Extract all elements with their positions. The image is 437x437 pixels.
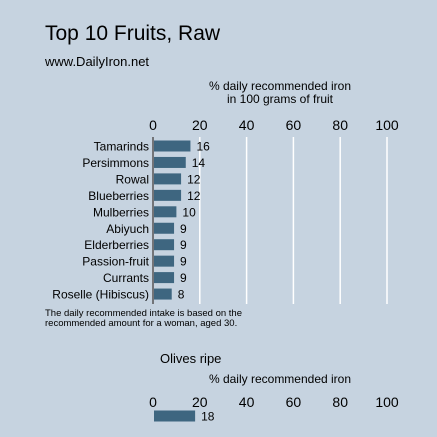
footnote-line-2: recommended amount for a woman, aged 30.: [45, 318, 238, 329]
data-label: 12: [187, 189, 201, 203]
bar: [154, 140, 191, 152]
category-label: Passion-fruit: [82, 255, 149, 269]
x-axis-label-1: % daily recommended iron in 100 grams of…: [190, 80, 370, 106]
footnote: The daily recommended intake is based on…: [45, 309, 242, 329]
category-label: Roselle (Hibiscus): [52, 288, 149, 302]
x-axis-label-2-line-1: % daily recommended iron: [208, 372, 352, 386]
x-tick-label: 80: [332, 394, 348, 410]
data-label: 9: [180, 255, 187, 269]
x-tick-label: 20: [192, 117, 208, 133]
category-label: Blueberries: [88, 189, 149, 203]
bar: [154, 410, 196, 422]
x-tick-label: 60: [286, 117, 302, 133]
chart-subtitle: www.DailyIron.net: [45, 54, 150, 69]
footnote-line-1: The daily recommended intake is based on…: [45, 308, 242, 319]
category-label: Elderberries: [84, 238, 149, 252]
x-tick-label: 0: [149, 117, 157, 133]
category-label: Persimmons: [82, 156, 149, 170]
data-label: 14: [192, 156, 206, 170]
data-label: 12: [187, 172, 201, 186]
bar: [154, 206, 177, 218]
category-label: Mulberries: [93, 205, 149, 219]
bar: [154, 288, 172, 300]
bar: [154, 272, 175, 284]
data-label: 9: [180, 271, 187, 285]
x-axis-label-2: % daily recommended iron: [190, 373, 370, 386]
x-tick-label: 0: [149, 394, 157, 410]
x-tick-label: 40: [239, 394, 255, 410]
x-tick-label: 100: [375, 117, 399, 133]
bar: [154, 189, 182, 201]
data-label: 10: [182, 205, 196, 219]
bar: [154, 222, 175, 234]
bar: [154, 239, 175, 251]
bar: [154, 255, 175, 267]
x-tick-label: 60: [286, 394, 302, 410]
data-label: 9: [180, 222, 187, 236]
bar: [154, 156, 186, 168]
category-label: Tamarinds: [94, 140, 149, 154]
x-tick-label: 80: [332, 117, 348, 133]
category-label: Currants: [103, 271, 149, 285]
category-label: Abiyuch: [106, 222, 149, 236]
x-tick-label: 100: [375, 394, 399, 410]
x-axis-label-line-2: in 100 grams of fruit: [226, 92, 334, 106]
data-label: 9: [180, 238, 187, 252]
bar: [154, 173, 182, 185]
data-label: 8: [178, 288, 185, 302]
x-axis-label-line-1: % daily recommended iron: [208, 79, 352, 93]
category-label: Rowal: [116, 172, 149, 186]
data-label: 16: [196, 140, 210, 154]
chart-title: Top 10 Fruits, Raw: [45, 22, 221, 45]
olives-chart-title: Olives ripe: [160, 351, 222, 366]
x-tick-label: 20: [192, 394, 208, 410]
data-label: 18: [201, 410, 215, 424]
x-tick-label: 40: [239, 117, 255, 133]
